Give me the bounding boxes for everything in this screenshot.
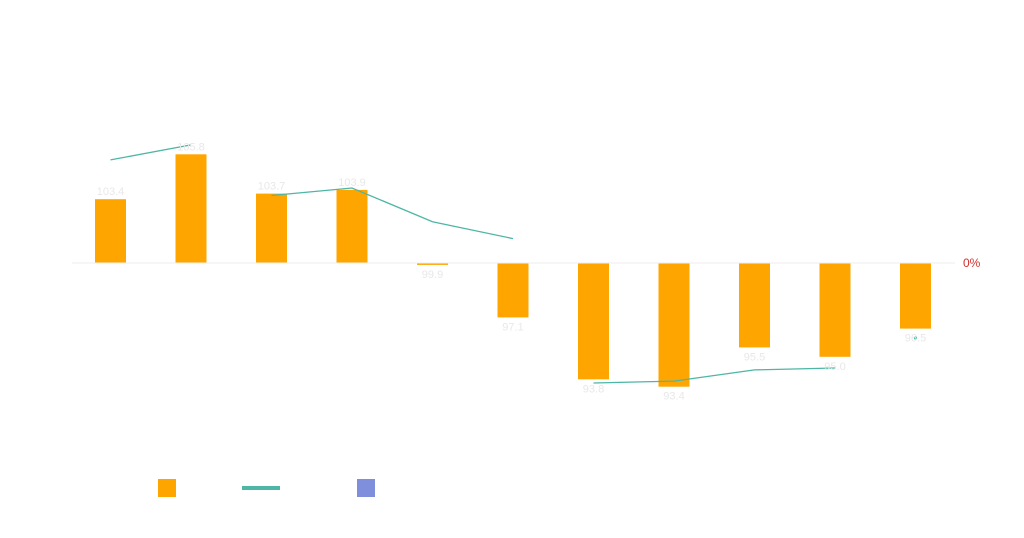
- bar-8: [658, 263, 690, 387]
- bar-1: [95, 199, 126, 263]
- bar-7: [578, 263, 609, 380]
- bar-label-6: 97.1: [502, 321, 523, 333]
- bar-label-8: 93.4: [663, 391, 684, 403]
- bar-label-3: 103.7: [258, 181, 286, 193]
- bar-9: [739, 263, 770, 348]
- bar-label-10: 95.0: [824, 361, 845, 373]
- legend: [158, 479, 375, 497]
- line-segment-3: [593, 367, 836, 384]
- bar-4: [336, 189, 368, 263]
- bar-6: [497, 263, 529, 318]
- bar-label-5: 99.9: [422, 269, 443, 281]
- line-segment-2: [271, 187, 514, 240]
- line-point-4: [913, 336, 918, 340]
- bar-label-11: 96.5: [905, 333, 926, 345]
- bar-label-1: 103.4: [97, 186, 125, 198]
- line-series: [110, 144, 918, 384]
- bar-5: [417, 263, 448, 265]
- bar-2: [175, 154, 207, 263]
- bar-3: [256, 193, 287, 263]
- zero-reference-label: 0%: [963, 256, 981, 270]
- bar-11: [900, 263, 931, 329]
- bar-label-7: 93.8: [583, 383, 604, 395]
- legend-bar-swatch: [158, 479, 176, 497]
- line-segment-1: [110, 144, 192, 161]
- bars: [95, 154, 931, 387]
- bar-label-4: 103.9: [338, 177, 366, 189]
- bar-value-labels: 103.4 105.8 103.7 103.9 99.9 97.1 93.8 93.4 95.5…: [97, 141, 926, 402]
- bar-10: [819, 263, 851, 357]
- bar-label-2: 105.8: [177, 141, 205, 153]
- bar-label-9: 95.5: [744, 351, 765, 363]
- legend-third-swatch: [357, 479, 375, 497]
